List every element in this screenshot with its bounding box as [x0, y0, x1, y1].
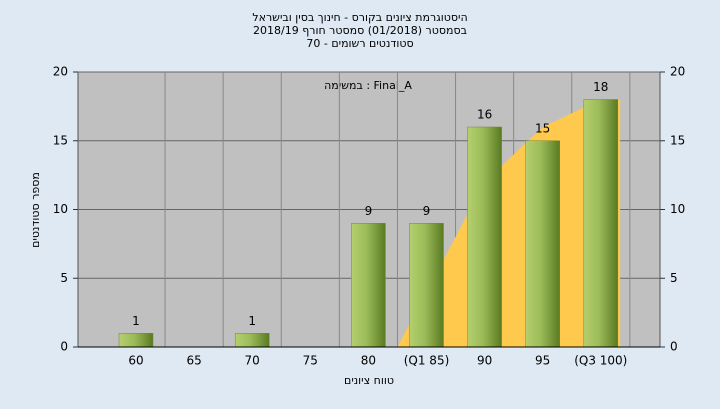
bar — [525, 140, 560, 348]
bar — [583, 99, 619, 348]
bar — [467, 126, 502, 348]
data-label: 1 — [132, 314, 140, 328]
y2-tick-label: 0 — [670, 340, 678, 354]
chart-subtitle: סטודנטים רשומים - 70 — [306, 37, 413, 50]
y-tick-label: 5 — [60, 271, 68, 285]
y2-tick-label: 10 — [670, 202, 685, 216]
x-tick-label: 75 — [303, 354, 318, 368]
x-tick-label: 70 — [245, 354, 260, 368]
x-tick-label: 65 — [186, 354, 201, 368]
x-tick-label: 95 — [535, 354, 550, 368]
bar — [409, 223, 444, 348]
data-label: 9 — [365, 204, 373, 218]
annotation: במשימה : Final_A — [324, 79, 412, 92]
y-tick-label: 0 — [60, 340, 68, 354]
bar — [351, 223, 386, 348]
bar — [118, 333, 154, 348]
x-tick-label: (Q1 85) — [404, 354, 450, 368]
data-label: 18 — [593, 80, 608, 94]
x-tick-label: 60 — [128, 354, 143, 368]
y2-tick-label: 15 — [670, 133, 685, 147]
data-label: 1 — [248, 314, 256, 328]
chart-title: היסטוגרמת ציונים בקורס - חינוך בסין וביש… — [252, 11, 467, 24]
data-label: 9 — [423, 204, 431, 218]
y-tick-label: 15 — [53, 133, 68, 147]
y-tick-label: 20 — [53, 65, 68, 79]
bar — [234, 333, 270, 348]
data-label: 15 — [535, 121, 550, 135]
area — [397, 99, 621, 347]
y-axis-label: מספר סטודנטים — [29, 172, 42, 248]
y2-tick-label: 5 — [670, 271, 678, 285]
data-label: 16 — [477, 108, 492, 122]
x-axis-label: טווח ציונים — [344, 374, 394, 387]
y-tick-label: 10 — [53, 202, 68, 216]
x-tick-label: 80 — [361, 354, 376, 368]
chart-subtitle: בסמסטר (01/2018) סמסטר חורף 2018/19 — [253, 24, 467, 37]
x-tick-label: 90 — [477, 354, 492, 368]
y2-tick-label: 20 — [670, 65, 685, 79]
x-tick-label: (Q3 100) — [574, 354, 627, 368]
